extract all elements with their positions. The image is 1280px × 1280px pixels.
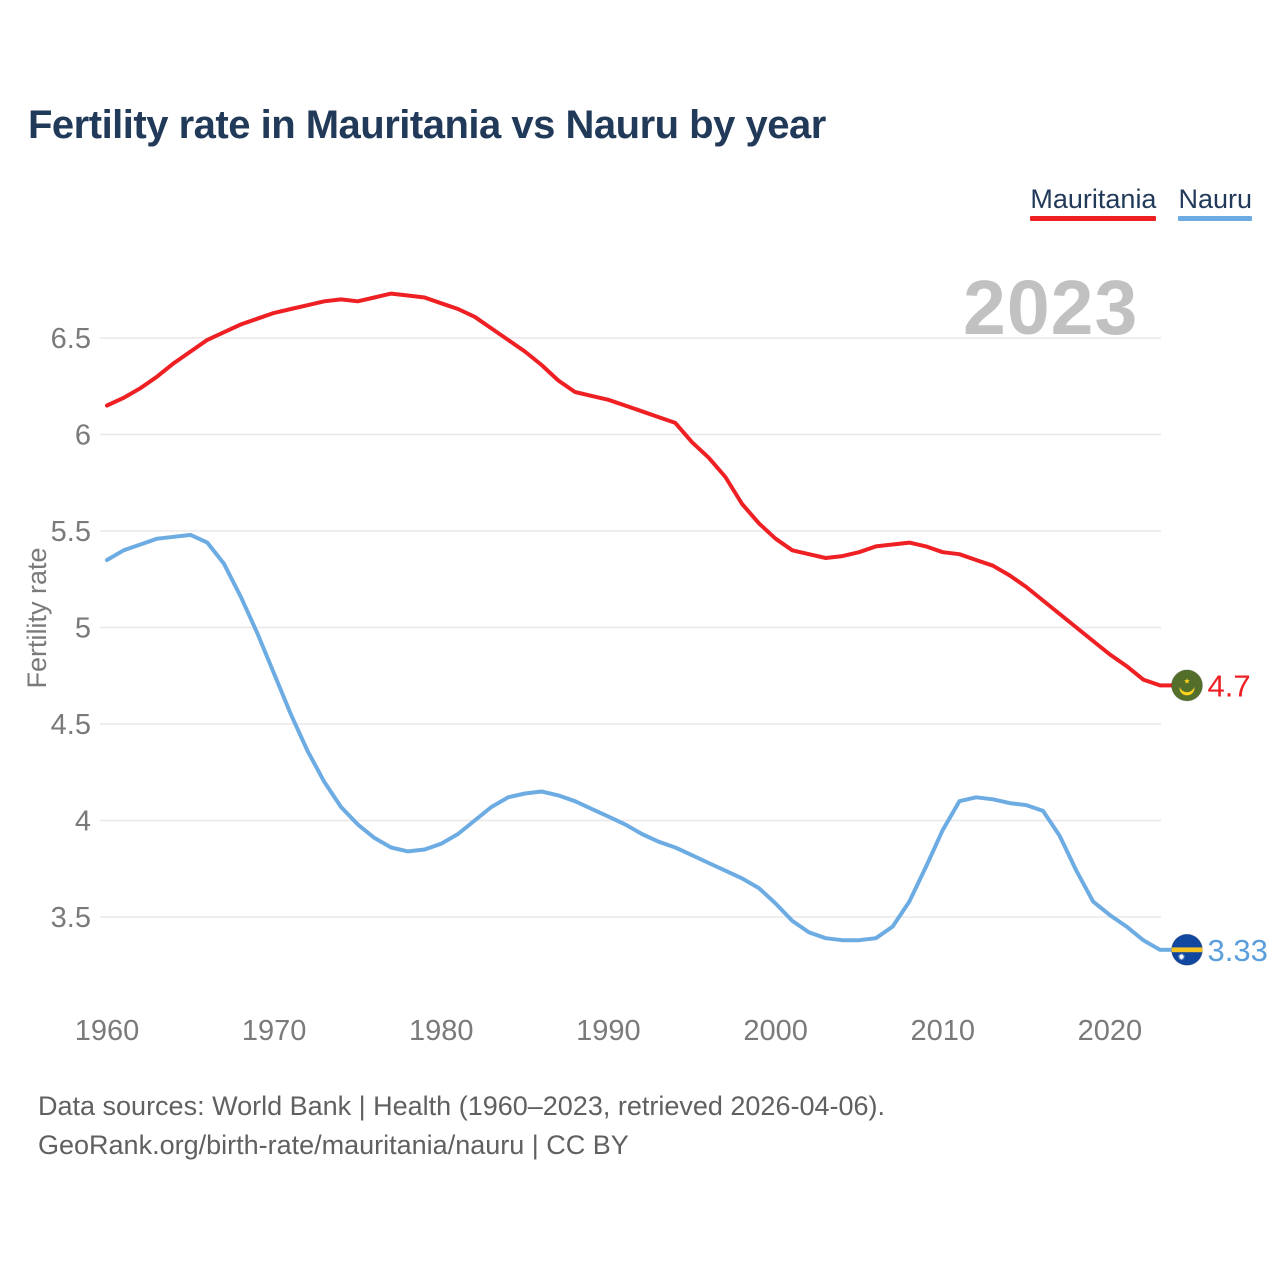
mauritania-line[interactable] xyxy=(105,291,1162,688)
legend-item-nauru[interactable]: Nauru xyxy=(1178,184,1252,222)
x-tick-label: 2020 xyxy=(1078,1015,1143,1047)
y-tick-label: 6.5 xyxy=(51,323,91,355)
legend-item-mauritania[interactable]: Mauritania xyxy=(1030,184,1157,222)
year-watermark: 2023 xyxy=(963,265,1139,351)
source-line-1: Data sources: World Bank | Health (1960–… xyxy=(38,1091,885,1121)
legend-color-bar-nauru xyxy=(1178,216,1252,222)
mauritania-end-value: 4.7 xyxy=(1208,668,1251,703)
nauru-line[interactable] xyxy=(105,532,1162,952)
x-tick-label: 2000 xyxy=(743,1015,808,1047)
y-axis-label: Fertility rate xyxy=(22,547,52,688)
source-line-2: GeoRank.org/birth-rate/mauritania/nauru … xyxy=(38,1130,629,1160)
nauru-end-value: 3.33 xyxy=(1208,933,1268,968)
y-tick-label: 4 xyxy=(75,806,91,838)
legend-label-mauritania: Mauritania xyxy=(1030,184,1157,214)
legend-color-bar-mauritania xyxy=(1030,216,1157,222)
y-tick-label: 5.5 xyxy=(51,516,91,548)
y-tick-label: 4.5 xyxy=(51,709,91,741)
page-title: Fertility rate in Mauritania vs Nauru by… xyxy=(28,103,826,147)
y-tick-label: 3.5 xyxy=(51,902,91,934)
x-tick-label: 1970 xyxy=(242,1015,307,1047)
x-tick-label: 1990 xyxy=(576,1015,641,1047)
flag-star xyxy=(1177,953,1186,961)
x-tick-label: 2010 xyxy=(910,1015,975,1047)
x-tick-label: 1980 xyxy=(409,1015,474,1047)
data-source: Data sources: World Bank | Health (1960–… xyxy=(38,1087,885,1165)
flag-star xyxy=(1184,678,1190,684)
y-tick-label: 5 xyxy=(75,613,91,645)
nauru-flag-icon xyxy=(1171,933,1203,966)
y-tick-label: 6 xyxy=(75,420,91,452)
mauritania-flag-icon xyxy=(1171,669,1203,702)
legend: Mauritania Nauru xyxy=(1030,184,1252,222)
x-tick-label: 1960 xyxy=(75,1015,140,1047)
legend-label-nauru: Nauru xyxy=(1178,184,1252,214)
